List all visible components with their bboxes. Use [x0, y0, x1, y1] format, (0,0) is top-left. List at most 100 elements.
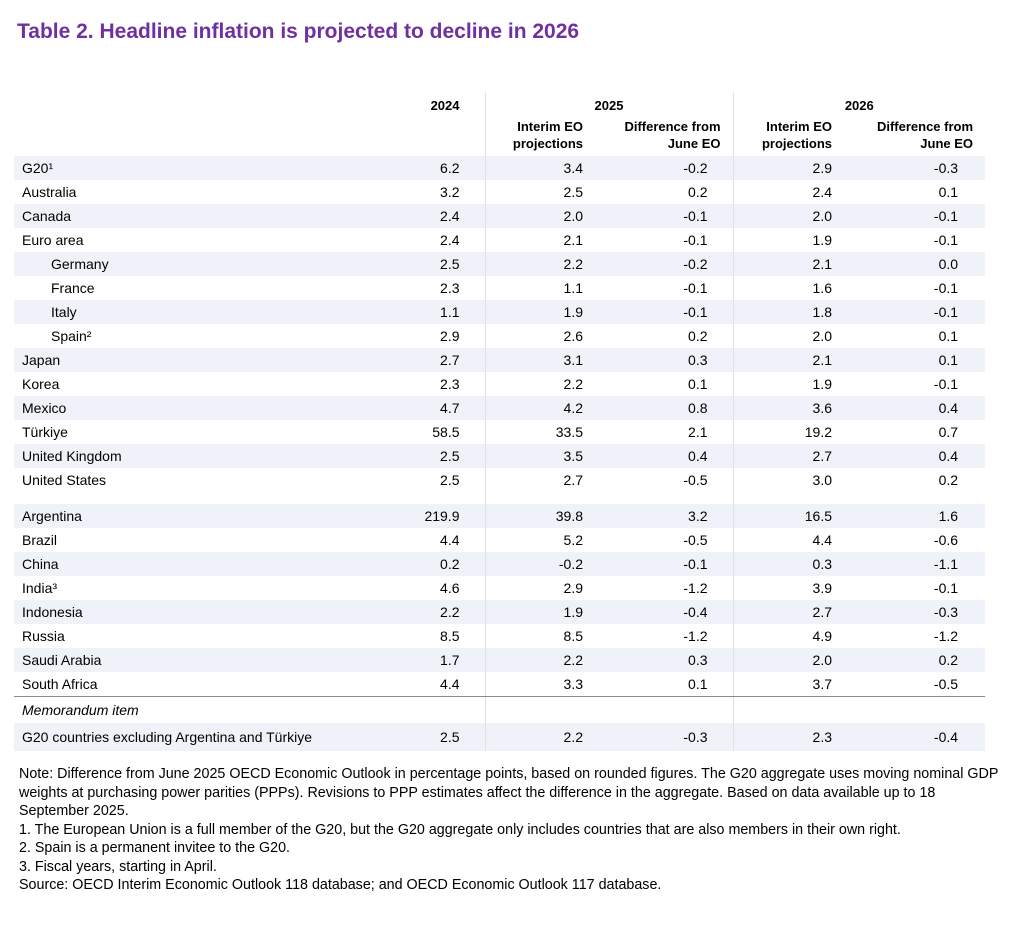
cell-value: 6.2 [380, 156, 485, 180]
table-row: United States 2.5 2.7 -0.5 3.0 0.2 [14, 468, 985, 492]
cell-value: 58.5 [432, 424, 460, 440]
cell-value: 3.1 [484, 348, 608, 372]
cell-value: 2.2 [484, 372, 608, 396]
table-row: Canada 2.4 2.0 -0.1 2.0 -0.1 [14, 204, 986, 228]
row-label: Japan [14, 348, 380, 372]
footnote-3: 3. Fiscal years, starting in April. [19, 858, 217, 875]
cell-value: -1.1 [857, 552, 986, 576]
cell-value: 4.7 [380, 396, 485, 420]
cell-value: 3.5 [484, 444, 608, 468]
cell-value: 1.9 [484, 300, 608, 324]
cell-value: 1.9 [484, 600, 608, 624]
cell-value: 4.4 [380, 672, 485, 697]
cell-value: 2.9 [484, 576, 608, 600]
row-label: Indonesia [14, 600, 380, 624]
cell-value: 2.0 [732, 648, 858, 672]
cell-value: 3.6 [732, 396, 858, 420]
header-2024: 2024 [430, 97, 460, 113]
cell-value: 0.1 [938, 184, 959, 200]
cell-value: 2.2 [484, 252, 608, 276]
cell-value: 1.9 [732, 372, 858, 396]
row-label: Australia [22, 184, 77, 200]
cell-value: 2.5 [380, 444, 485, 468]
table-row: United Kingdom 2.5 3.5 0.4 2.7 0.4 [14, 444, 986, 468]
cell-value: 1.6 [732, 276, 858, 300]
header-2026: 2026 [732, 92, 986, 118]
cell-value: -0.4 [857, 722, 986, 751]
table-row: Mexico 4.7 4.2 0.8 3.6 0.4 [14, 396, 986, 420]
cell-value: -0.5 [857, 672, 986, 697]
cell-value: 219.9 [380, 504, 485, 528]
cell-value: 0.2 [857, 648, 986, 672]
table-row: France 2.3 1.1 -0.1 1.6 -0.1 [14, 276, 985, 300]
header-2026-diff: Difference from June EO [876, 119, 974, 151]
cell-value: 1.1 [380, 300, 485, 324]
cell-value: 2.7 [732, 600, 858, 624]
cell-value: -0.1 [608, 552, 734, 576]
cell-value: 0.3 [732, 552, 858, 576]
header-2025: 2025 [484, 92, 734, 118]
note-text: Note: Difference from June 2025 OECD Eco… [19, 766, 999, 819]
cell-value: -0.1 [933, 580, 959, 596]
row-label: G20 countries excluding Argentina and Tü… [14, 722, 380, 751]
cell-value: 0.4 [857, 396, 986, 420]
row-label: China [14, 552, 380, 576]
table-title: Table 2. Headline inflation is projected… [17, 20, 580, 43]
row-label: Brazil [22, 532, 58, 548]
cell-value: 0.0 [857, 252, 986, 276]
cell-value: 0.3 [608, 348, 734, 372]
row-label: Canada [14, 204, 380, 228]
cell-value: -0.5 [683, 532, 708, 548]
cell-value: 0.2 [688, 184, 708, 200]
table-row: South Africa 4.4 3.3 0.1 3.7 -0.5 [14, 672, 986, 697]
cell-value: 2.5 [380, 722, 485, 751]
cell-value: 1.7 [380, 648, 485, 672]
cell-value: 2.3 [440, 280, 460, 296]
header-2025-interim: Interim EO projections [484, 118, 608, 156]
table-row: India³ 4.6 2.9 -1.2 3.9 -0.1 [14, 576, 985, 600]
table-row: Italy 1.1 1.9 -0.1 1.8 -0.1 [14, 300, 986, 324]
row-label: Spain² [51, 328, 92, 344]
cell-value: 2.5 [380, 252, 485, 276]
cell-value: 2.1 [484, 228, 608, 252]
row-label: United Kingdom [14, 444, 380, 468]
cell-value: 2.5 [484, 180, 608, 204]
cell-value: 2.4 [732, 180, 858, 204]
cell-value: -0.3 [608, 722, 734, 751]
row-label: Euro area [22, 232, 84, 248]
cell-value: -0.3 [857, 600, 986, 624]
cell-value: -0.1 [857, 204, 986, 228]
source-text: Source: OECD Interim Economic Outlook 11… [19, 877, 662, 893]
cell-value: 0.4 [608, 444, 734, 468]
cell-value: 4.4 [440, 532, 460, 548]
cell-value: 4.9 [732, 624, 858, 648]
table-row: Brazil 4.4 5.2 -0.5 4.4 -0.6 [14, 528, 985, 552]
cell-value: 0.2 [938, 472, 959, 488]
cell-value: -0.1 [683, 280, 708, 296]
row-label: Mexico [14, 396, 380, 420]
cell-value: 2.1 [688, 424, 708, 440]
cell-value: 3.9 [732, 576, 858, 600]
notes: Note: Difference from June 2025 OECD Eco… [19, 765, 1009, 895]
cell-value: -0.1 [933, 376, 959, 392]
table-row: Saudi Arabia 1.7 2.2 0.3 2.0 0.2 [14, 648, 986, 672]
table-row: Spain² 2.9 2.6 0.2 2.0 0.1 [14, 324, 985, 348]
cell-value: 3.3 [484, 672, 608, 697]
cell-value: 4.4 [732, 528, 858, 552]
row-label: South Africa [14, 672, 380, 697]
table-row: Argentina 219.9 39.8 3.2 16.5 1.6 [14, 504, 986, 528]
cell-value: 2.7 [732, 444, 858, 468]
cell-value: 2.9 [732, 156, 858, 180]
cell-value: -0.1 [608, 300, 734, 324]
cell-value: 0.1 [688, 376, 708, 392]
table-row: Korea 2.3 2.2 0.1 1.9 -0.1 [14, 372, 985, 396]
table-row: Germany 2.5 2.2 -0.2 2.1 0.0 [14, 252, 986, 276]
cell-value: 2.0 [732, 324, 858, 348]
row-label: Germany [14, 252, 380, 276]
row-label: Saudi Arabia [14, 648, 380, 672]
header-2025-diff: Difference from June EO [624, 119, 721, 151]
cell-value: 1.1 [484, 276, 608, 300]
cell-value: -0.1 [857, 300, 986, 324]
cell-value: 33.5 [484, 420, 608, 444]
cell-value: 2.2 [484, 722, 608, 751]
